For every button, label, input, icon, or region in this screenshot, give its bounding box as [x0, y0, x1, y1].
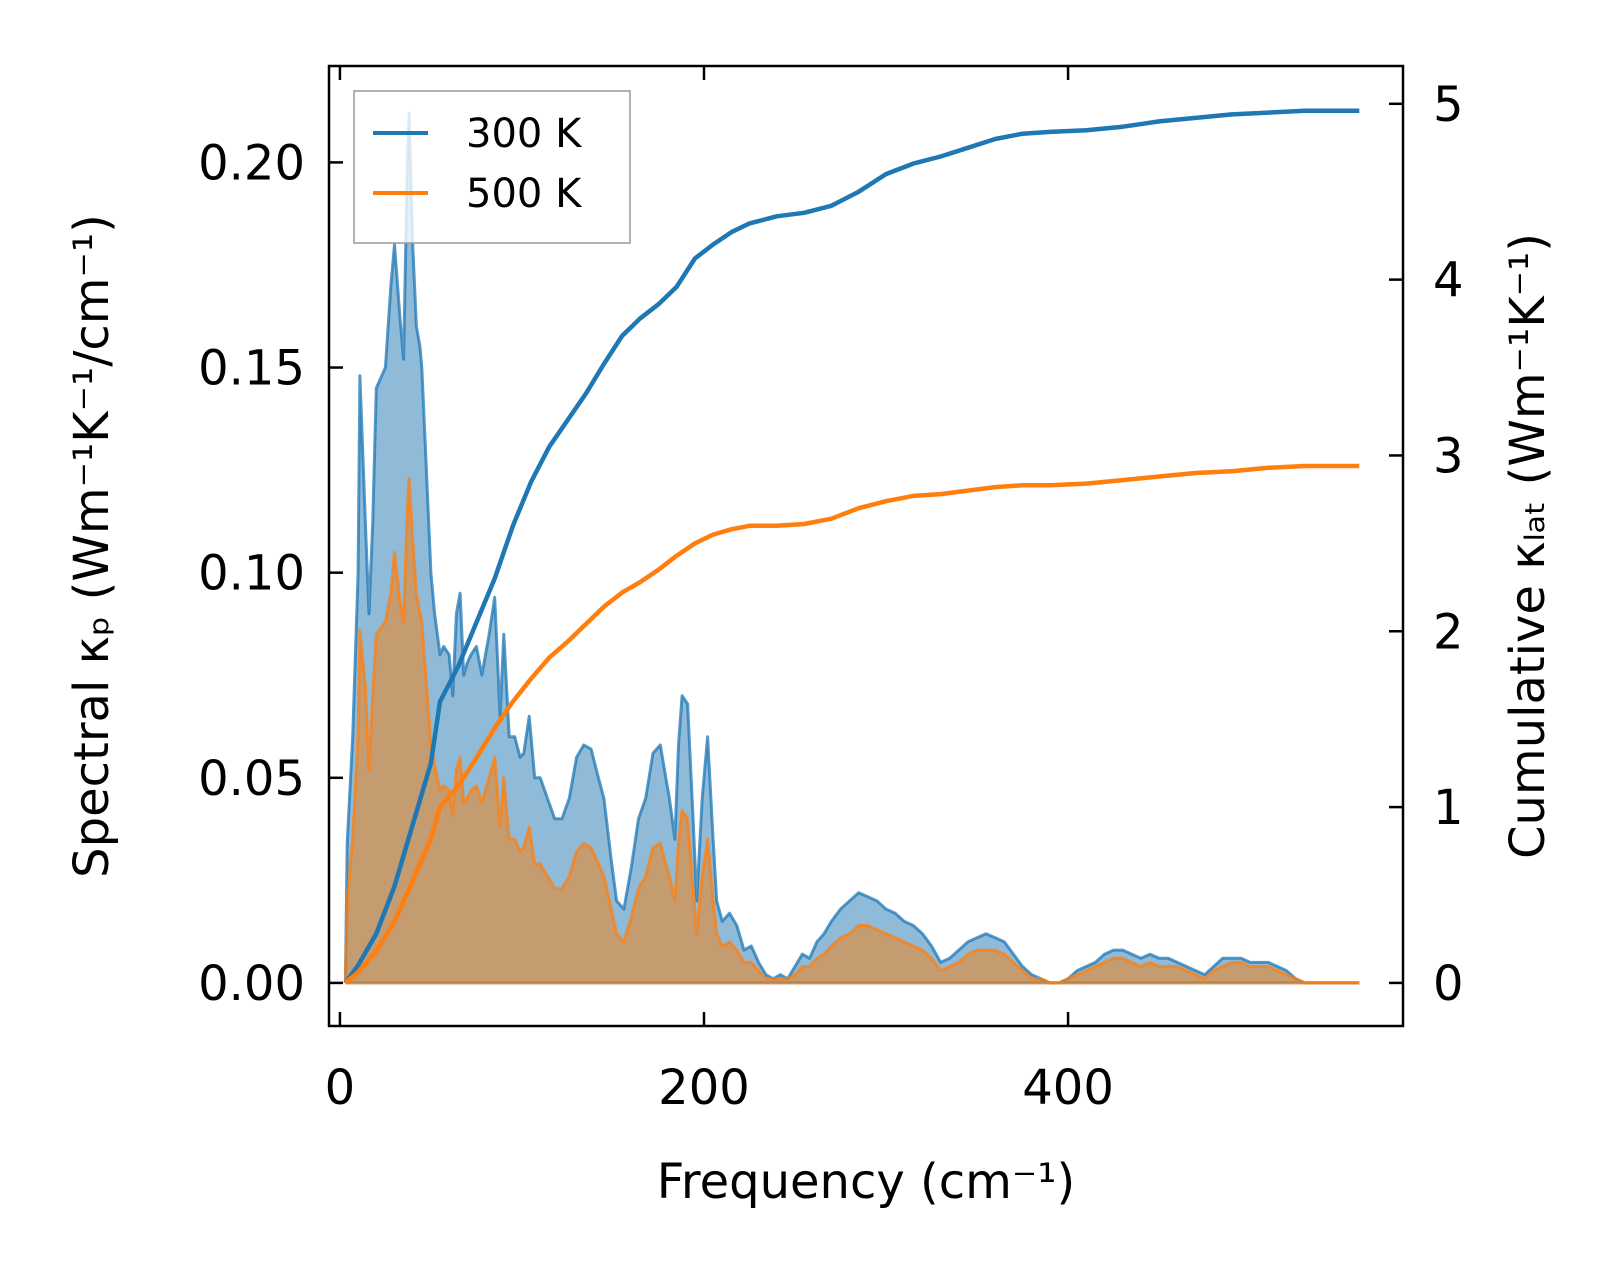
cumulative-line-300k — [343, 108, 1360, 985]
x-axis-label: Frequency (cm⁻¹) — [657, 1154, 1075, 1210]
cumulative-line-layer — [343, 108, 1360, 985]
x-tick-label: 400 — [1022, 1060, 1114, 1116]
y-tick-label-left: 0.00 — [198, 956, 305, 1012]
y-tick-label-right: 3 — [1433, 428, 1464, 484]
spectral-line-layer — [343, 111, 1360, 985]
spectral-line-500k — [343, 476, 1360, 985]
y-tick-label-left: 0.20 — [198, 135, 305, 191]
legend: 300 K 500 K — [353, 90, 631, 244]
y-tick-label-left: 0.15 — [198, 341, 305, 397]
cumulative-line-500k — [343, 463, 1360, 985]
spectral-area-500k — [345, 478, 1360, 983]
y-tick-label-right: 1 — [1433, 780, 1464, 836]
legend-label-300k: 300 K — [466, 111, 583, 157]
legend-frame — [353, 90, 631, 244]
y-axis-label-right: Cumulative κₗₐₜ (Wm⁻¹K⁻¹) — [1500, 233, 1556, 859]
x-tick-label: 200 — [658, 1060, 750, 1116]
spectral-area-layer — [345, 113, 1360, 983]
y-tick-label-right: 2 — [1433, 604, 1464, 660]
y-tick-label-left: 0.05 — [198, 751, 305, 807]
x-tick-label: 0 — [325, 1060, 356, 1116]
y-tick-label-right: 5 — [1433, 77, 1464, 133]
spectral-line-300k — [343, 111, 1360, 985]
y-axis-label-left: Spectral κₚ (Wm⁻¹K⁻¹/cm⁻¹) — [64, 214, 120, 878]
y-tick-label-left: 0.10 — [198, 546, 305, 602]
plot-frame — [327, 64, 1405, 1028]
axis-ticks: 0 200 400 0.00 0.05 0.10 0.15 0.20 0 1 2 3 4 5 — [198, 66, 1464, 1116]
y-tick-label-right: 4 — [1433, 253, 1464, 309]
legend-label-500k: 500 K — [466, 171, 583, 217]
y-tick-label-right: 0 — [1433, 956, 1464, 1012]
